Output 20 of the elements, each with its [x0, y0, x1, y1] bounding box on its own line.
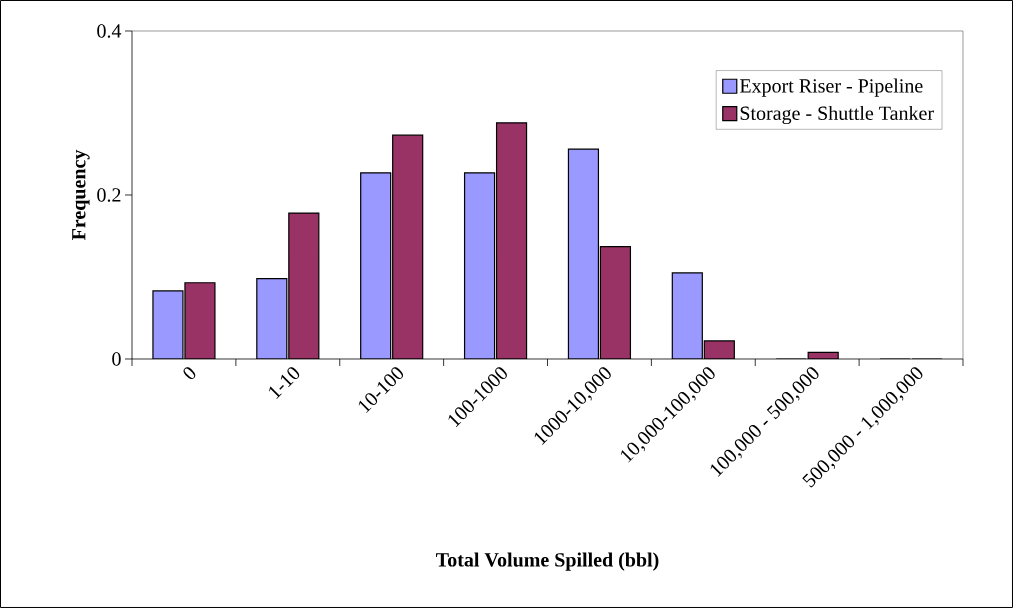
bar [152, 290, 183, 359]
bar [464, 172, 495, 359]
x-tick-label: 1-10 [269, 367, 300, 399]
y-axis-title: Frequency [72, 149, 90, 241]
x-tick-label: 0 [183, 367, 196, 380]
x-axis-title: Total Volume Spilled (bbl) [436, 552, 659, 571]
y-tick-label: 0.4 [97, 24, 122, 38]
bar [184, 282, 215, 359]
legend-label: Export Riser - Pipeline [739, 78, 923, 97]
legend-label: Storage - Shuttle Tanker [740, 105, 934, 125]
y-tick-label: 0.2 [97, 188, 121, 202]
bar [392, 135, 423, 359]
bar [496, 122, 527, 359]
bar [288, 213, 319, 359]
bar [600, 246, 631, 359]
bar [360, 172, 391, 359]
bar [672, 272, 703, 359]
bar [568, 149, 599, 359]
y-tick-label: 0 [112, 352, 121, 366]
bar [256, 278, 287, 359]
